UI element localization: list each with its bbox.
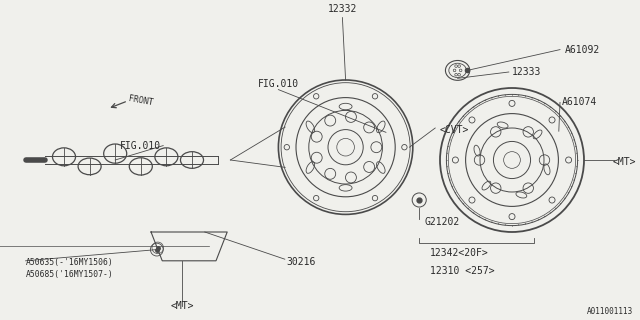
Text: 12342<20F>: 12342<20F> bbox=[430, 248, 489, 259]
Text: FIG.010: FIG.010 bbox=[120, 140, 161, 151]
Text: A61092: A61092 bbox=[564, 44, 600, 55]
Text: 12310 <257>: 12310 <257> bbox=[430, 266, 495, 276]
Text: FRONT: FRONT bbox=[128, 94, 154, 107]
Text: 30216: 30216 bbox=[287, 257, 316, 268]
Text: <CVT>: <CVT> bbox=[440, 124, 469, 135]
Text: A50685('16MY1507-): A50685('16MY1507-) bbox=[26, 270, 113, 279]
Text: G21202: G21202 bbox=[424, 217, 460, 228]
Text: <MT>: <MT> bbox=[171, 300, 194, 311]
Text: A50635(-'16MY1506): A50635(-'16MY1506) bbox=[26, 258, 113, 267]
Text: A61074: A61074 bbox=[562, 97, 597, 108]
Text: A011001113: A011001113 bbox=[588, 307, 634, 316]
Text: FIG.010: FIG.010 bbox=[258, 79, 299, 89]
Text: 12333: 12333 bbox=[512, 67, 541, 77]
Text: <MT>: <MT> bbox=[613, 156, 637, 167]
Text: 12332: 12332 bbox=[328, 4, 357, 14]
